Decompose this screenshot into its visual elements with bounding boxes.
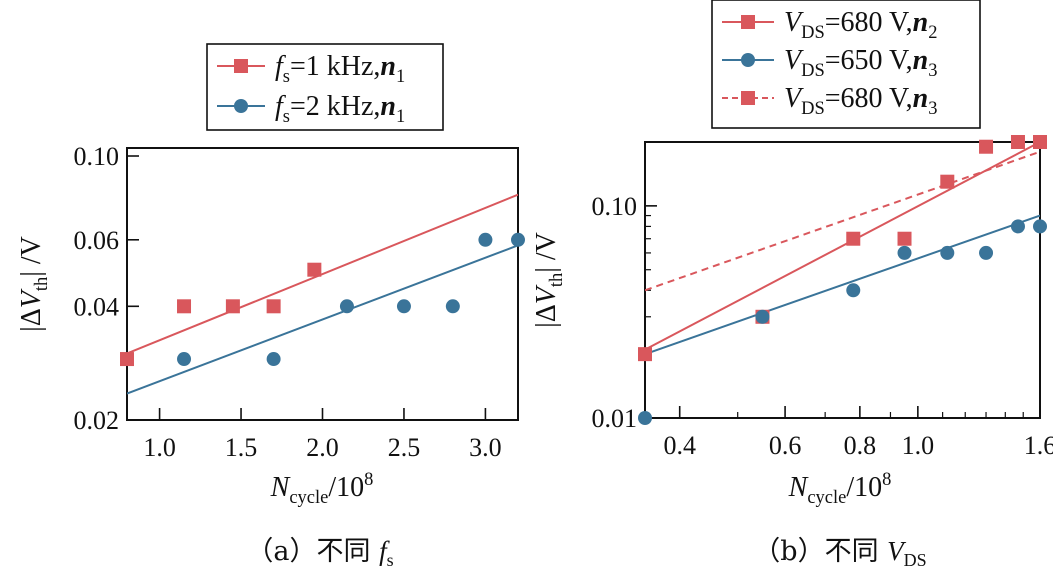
chart-a: 1.0 1.5 2.0 2.5 3.0 0.02 0.04 0.06 0.10 fs=1 kHz,… [16,43,525,570]
y-axis-label: |ΔVth| /V [16,236,51,332]
x-tick-label: 0.8 [844,431,877,460]
plot-frame [126,147,519,421]
x-axis-label: Ncycle/108 [270,469,374,507]
data-point-series-1 [266,299,281,314]
x-tick-label: 1.5 [225,433,258,462]
figure-caption: （a）不同 fs [246,536,393,570]
legend-label-1: VDS=680 V,n2 [784,7,937,42]
legend-box [206,43,444,131]
data-point-series-2 [1010,219,1025,234]
y-axis-label: |ΔVth| /V [531,232,566,328]
data-point-series-1 [1033,135,1047,149]
y-tick-label: 0.10 [592,192,638,221]
data-point-series-1 [1010,135,1025,149]
y-tick-label: 0.06 [74,226,120,255]
data-point-series-1 [307,262,322,277]
plot-area [127,193,518,395]
x-tick-label: 1.0 [143,433,176,462]
plot-area [645,142,1040,356]
fit-line-series-1 [645,142,1040,351]
legend-label-2: fs=2 kHz,n1 [275,91,405,126]
x-tick-label: 1.0 [902,431,935,460]
data-point-series-1 [177,299,192,314]
legend-label-2: VDS=650 V,n3 [784,45,937,80]
data-point-series-2 [940,245,955,260]
x-tick-label: 3.0 [469,433,502,462]
legend-label-3: VDS=680 V,n3 [784,83,937,118]
data-point-series-1 [979,139,994,154]
data-point-series-1 [897,231,912,246]
y-tick-label: 0.04 [74,292,120,321]
x-tick-label: 1.6 [1024,431,1053,460]
fit-line-series-3 [645,150,1040,292]
data-point-series-1 [846,231,861,246]
data-point-series-2 [511,232,525,247]
legend-marker-1 [741,15,755,29]
data-point-series-2 [755,309,770,324]
figure-caption: （b）不同 VDS [753,536,926,570]
legend-marker-3 [741,91,755,105]
x-tick-label: 0.4 [663,431,696,460]
data-point-series-2 [638,411,652,425]
data-point-series-2 [979,245,994,260]
data-point-series-2 [177,352,192,367]
data-point-series-2 [897,245,912,260]
data-point-series-2 [339,299,354,314]
data-point-series-2 [1033,219,1047,234]
legend: fs=1 kHz,n1 fs=2 kHz,n1 [206,43,444,131]
legend-marker-1 [234,59,248,73]
x-tick-label: 0.6 [769,431,802,460]
data-point-series-2 [846,283,861,298]
legend-marker-2 [234,99,248,113]
plot-frame [644,141,1041,419]
legend-marker-2 [741,53,755,67]
data-point-series-1 [638,347,652,362]
fit-line-series-1 [127,193,518,355]
x-tick-label: 2.0 [306,433,339,462]
fit-line-series-2 [645,214,1040,356]
fit-line-series-2 [127,244,518,395]
data-point-series-1 [120,352,134,367]
data-point-series-2 [478,232,493,247]
y-tick-label: 0.10 [74,142,120,171]
x-tick-label: 2.5 [388,433,421,462]
data-point-series-2 [445,299,460,314]
data-point-series-1 [940,174,955,189]
x-axis-label: Ncycle/108 [788,469,892,507]
legend-label-1: fs=1 kHz,n1 [275,51,405,86]
data-point-series-1 [225,299,240,314]
y-tick-label: 0.01 [592,404,638,433]
y-tick-label: 0.02 [74,406,120,435]
data-point-series-2 [396,299,411,314]
data-point-series-2 [266,352,281,367]
